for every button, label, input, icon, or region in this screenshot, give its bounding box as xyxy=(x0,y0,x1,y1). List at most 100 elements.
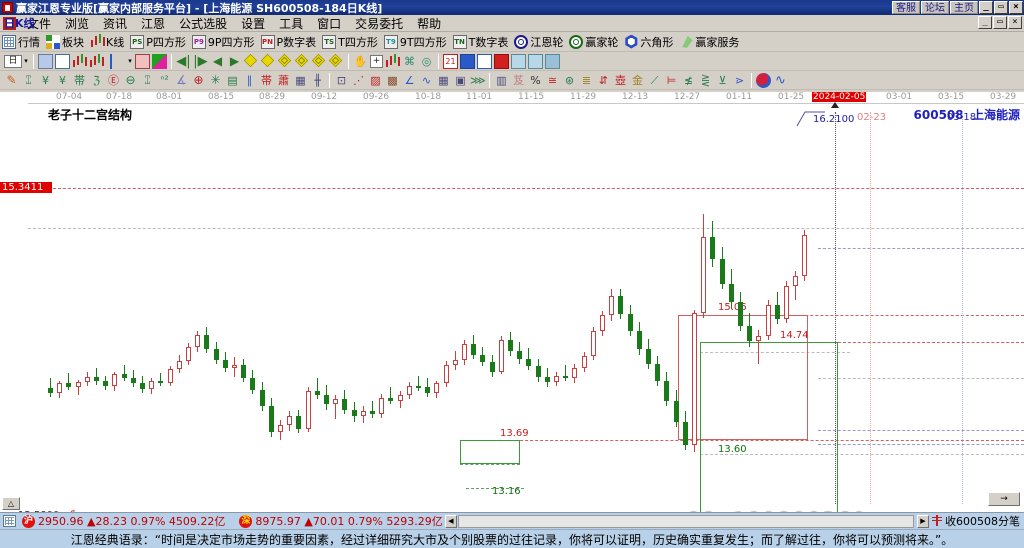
grid-lines-icon[interactable]: ⑄ xyxy=(143,72,152,87)
fib-red-icon[interactable]: 帯 xyxy=(261,73,272,87)
gann-box-1-icon[interactable]: ¥ xyxy=(42,73,49,87)
close-button[interactable]: × xyxy=(1009,1,1023,14)
dropdown-caret-icon[interactable]: ▾ xyxy=(128,56,132,65)
fan-red-icon[interactable]: ⋰ xyxy=(353,73,364,87)
indicator-a-icon[interactable] xyxy=(72,54,87,69)
gold-level-icon[interactable]: ≣ xyxy=(581,73,592,87)
toolbar-gann-wheel-button[interactable]: 江恩轮 xyxy=(512,33,567,51)
stack-icon[interactable]: ⋛ xyxy=(700,73,711,87)
toolbar-winner-service-button[interactable]: 赢家服务 xyxy=(677,33,743,51)
refresh-icon[interactable] xyxy=(511,53,526,69)
menu-item-formula-screen[interactable]: 公式选股 xyxy=(179,16,228,31)
wave-icon[interactable]: ∿ xyxy=(775,72,786,88)
structure-box-13-16[interactable] xyxy=(460,440,520,464)
chart-scroll-right-button[interactable]: → xyxy=(988,492,1020,506)
level-icon[interactable]: ≅ xyxy=(547,73,558,87)
cycle-icon[interactable]: ◎ xyxy=(421,54,432,68)
menu-item-trade[interactable]: 交易委托 xyxy=(355,16,404,31)
maximize-button[interactable]: ▭ xyxy=(994,1,1008,14)
next-icon[interactable]: ▶ xyxy=(229,53,240,68)
ellipse-icon[interactable]: ⊖ xyxy=(125,72,136,87)
hline-icon[interactable]: ╫ xyxy=(314,73,321,87)
zig-icon[interactable]: ⋗ xyxy=(734,73,745,87)
indicator-b-icon[interactable] xyxy=(89,54,104,69)
structure-box-14-74[interactable] xyxy=(700,342,838,512)
fan-icon[interactable]: ⌘ xyxy=(404,54,415,68)
status-scroll-right-button[interactable]: ▶ xyxy=(917,514,929,528)
ladder-icon[interactable]: ≰ xyxy=(683,73,694,87)
flag-icon[interactable] xyxy=(152,53,167,69)
target-icon[interactable]: ⊕ xyxy=(193,72,204,87)
gann-diamond-4-icon[interactable] xyxy=(294,53,310,69)
period-selector[interactable]: 日 xyxy=(4,54,22,68)
period-dropdown-caret-icon[interactable]: ▾ xyxy=(24,56,28,65)
gann-diamond-5-icon[interactable] xyxy=(311,53,327,69)
menu-item-news[interactable]: 资讯 xyxy=(103,16,128,31)
crosshair-plus-icon[interactable]: + xyxy=(370,54,383,68)
network-icon[interactable] xyxy=(528,53,543,69)
gann-grid-icon[interactable]: ⑄ xyxy=(24,72,33,87)
multi-color-icon[interactable] xyxy=(135,53,150,69)
chart-expand-button[interactable]: △ xyxy=(2,497,20,510)
grid-icon[interactable]: ▦ xyxy=(438,73,449,87)
percent-table-icon[interactable]: ▥ xyxy=(496,73,507,87)
magnet-icon[interactable]: Ⓔ xyxy=(108,73,119,87)
status-scroll-track[interactable] xyxy=(457,514,914,528)
measure-icon[interactable]: ▩ xyxy=(387,73,398,87)
table-icon[interactable]: ▣ xyxy=(455,73,466,87)
menu-item-help[interactable]: 帮助 xyxy=(417,16,442,31)
vector-icon[interactable]: ∥ xyxy=(246,73,253,87)
toolbar-pn-table-button[interactable]: PN P数字表 xyxy=(259,33,321,51)
structure-box-15-06[interactable] xyxy=(678,315,808,440)
status-scroll-left-button[interactable]: ◀ xyxy=(444,514,457,528)
crosshair-select-icon[interactable] xyxy=(38,53,53,69)
toolbar-t9-square-button[interactable]: T9 9T四方形 xyxy=(382,33,451,51)
connect-icon[interactable] xyxy=(545,53,560,69)
gold-bar-icon[interactable]: 金 xyxy=(632,73,643,87)
gold-circle-icon[interactable]: ⊛ xyxy=(564,73,575,87)
star-icon[interactable]: ✳ xyxy=(210,72,221,87)
angle-icon[interactable]: ∡ xyxy=(176,72,187,87)
gann-diamond-3-icon[interactable] xyxy=(277,53,293,69)
vertical-bar-icon[interactable] xyxy=(110,53,125,69)
box-sel-icon[interactable]: ▨ xyxy=(370,73,381,87)
toolbar-p9-square-button[interactable]: P9 9P四方形 xyxy=(190,33,259,51)
menu-item-gann[interactable]: 江恩 xyxy=(141,16,166,31)
slope-icon[interactable]: ∠ xyxy=(404,73,415,87)
forum-link[interactable]: 论坛 xyxy=(921,1,949,14)
spiral-icon[interactable]: ℨ xyxy=(93,73,100,87)
slope2-icon[interactable]: ⟋ xyxy=(650,73,659,87)
report-page-icon[interactable] xyxy=(477,53,492,69)
hand-pan-icon[interactable]: ✋ xyxy=(353,54,368,68)
toolbar-ps-square-button[interactable]: PS P四方形 xyxy=(128,33,190,51)
calendar-icon[interactable]: 21 xyxy=(443,53,458,69)
bars-icon[interactable]: ▤ xyxy=(227,73,238,87)
f-level-icon[interactable]: ⊨ xyxy=(666,73,677,87)
gann-diamond-6-icon[interactable] xyxy=(328,53,344,69)
zigzag-icon[interactable]: ∿ xyxy=(421,73,432,87)
layer-icon[interactable]: ⋙ xyxy=(470,73,486,87)
gann-diamond-2-icon[interactable] xyxy=(260,53,276,69)
menu-item-tools[interactable]: 工具 xyxy=(279,16,304,31)
menu-item-file[interactable]: 文件 xyxy=(27,16,52,31)
percent-red-icon[interactable]: 芨 xyxy=(513,73,524,87)
minimize-button[interactable]: _ xyxy=(979,1,993,14)
menu-item-browse[interactable]: 浏览 xyxy=(65,16,90,31)
pencil-draw-icon[interactable]: ✎ xyxy=(6,72,17,87)
chart-canvas[interactable]: 07-04 07-18 08-01 08-15 08-29 09-12 09-2… xyxy=(0,92,1024,512)
first-page-icon[interactable]: ◀| xyxy=(176,53,191,69)
percent-icon[interactable]: % xyxy=(530,73,541,87)
save-layout-icon[interactable] xyxy=(460,53,475,69)
mdi-close-button[interactable]: × xyxy=(1008,16,1022,29)
toolbar-sector-button[interactable]: 板块 xyxy=(44,33,88,51)
mdi-restore-button[interactable]: ▭ xyxy=(993,16,1007,29)
prev-icon[interactable]: ◀ xyxy=(212,53,223,68)
toolbar-hexagon-button[interactable]: 六角形 xyxy=(622,33,677,51)
menu-item-settings[interactable]: 设置 xyxy=(241,16,266,31)
customer-service-link[interactable]: 客服 xyxy=(892,1,920,14)
mdi-minimize-button[interactable]: _ xyxy=(978,16,992,29)
frame-icon[interactable]: ⊡ xyxy=(336,73,347,87)
toolbar-winner-wheel-button[interactable]: 赢家轮 xyxy=(567,33,622,51)
price-drop-icon[interactable]: ⇵ xyxy=(598,73,609,87)
gann-box-3-icon[interactable]: 帯 xyxy=(74,73,85,87)
